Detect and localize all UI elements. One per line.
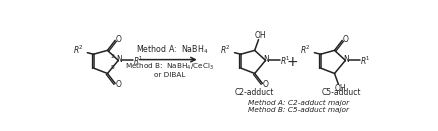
Text: OH: OH <box>335 84 346 93</box>
Text: O: O <box>115 35 121 44</box>
Text: Method A: C2-adduct major: Method A: C2-adduct major <box>248 100 350 106</box>
Text: N: N <box>116 55 122 64</box>
Text: +: + <box>287 55 298 69</box>
Text: 5: 5 <box>111 65 115 70</box>
Text: OH: OH <box>255 31 267 40</box>
Text: N: N <box>263 55 269 64</box>
Text: Method B:  NaBH$_4$/CeCl$_3$: Method B: NaBH$_4$/CeCl$_3$ <box>125 62 215 72</box>
Text: $R^1$: $R^1$ <box>360 54 371 67</box>
Text: 2: 2 <box>111 54 115 59</box>
Text: C5-adduct: C5-adduct <box>322 88 361 97</box>
Text: or DIBAL: or DIBAL <box>154 72 186 78</box>
Text: $R^2$: $R^2$ <box>300 43 311 56</box>
Text: $R^2$: $R^2$ <box>73 43 83 56</box>
Text: $R^2$: $R^2$ <box>220 43 231 56</box>
Text: C2-adduct: C2-adduct <box>235 88 274 97</box>
Text: Method B: C5-adduct major: Method B: C5-adduct major <box>248 107 350 113</box>
Text: $R^1$: $R^1$ <box>280 54 291 67</box>
Text: Method A:  NaBH$_4$: Method A: NaBH$_4$ <box>136 43 208 56</box>
Text: $R^1$: $R^1$ <box>133 54 144 67</box>
Text: O: O <box>263 80 268 89</box>
Text: O: O <box>115 80 121 89</box>
Text: O: O <box>343 35 348 44</box>
Text: N: N <box>343 55 349 64</box>
